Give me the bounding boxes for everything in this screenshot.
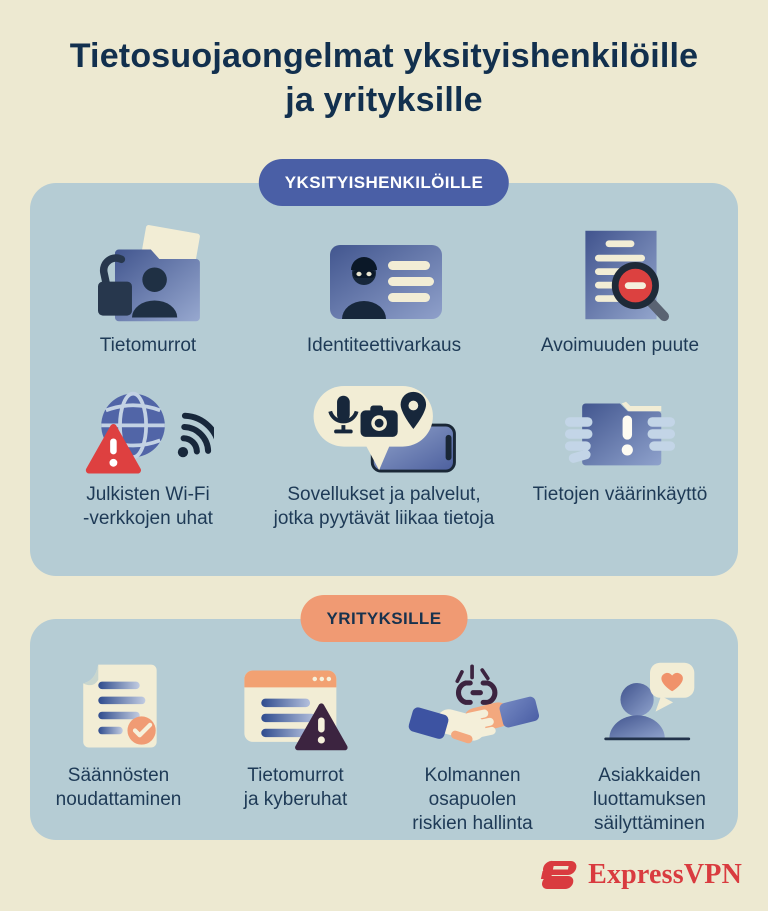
card-app-permissions: Sovellukset ja palvelut, jotka pyytävät … [266, 385, 502, 531]
card-label: Avoimuuden puute [540, 335, 700, 356]
identity-thief-card-icon [322, 223, 446, 325]
data-misuse-folder-icon [558, 388, 682, 474]
card-public-wifi: Julkisten Wi-Fi -verkkojen uhat [30, 388, 266, 531]
card-label: Identiteettivarkaus [306, 335, 462, 356]
card-lack-of-transparency: Avoimuuden puute [502, 223, 738, 358]
card-label: Sovellukset ja palvelut, jotka pyytävät … [273, 483, 495, 529]
document-magnifier-icon [568, 223, 672, 325]
card-third-party-risk: Kolmannen osapuolen riskien hallinta [384, 659, 561, 836]
app-permissions-icon [308, 385, 460, 474]
breached-folder-icon [89, 223, 207, 325]
section-businesses: YRITYKSILLE [30, 595, 738, 840]
expressvpn-wordmark: ExpressVPN [588, 859, 742, 890]
customer-trust-icon [594, 659, 706, 755]
card-label: Säännösten noudattaminen [55, 765, 182, 810]
card-cyber-threats: Tietomurrot ja kyberuhat [207, 659, 384, 836]
expressvpn-logomark-icon [537, 855, 579, 895]
card-customer-trust: Asiakkaiden luottamuksen säilyttäminen [561, 659, 738, 836]
expressvpn-logo: ExpressVPN [537, 855, 742, 895]
compliance-document-icon [63, 659, 175, 755]
businesses-badge: YRITYKSILLE [300, 595, 468, 642]
card-label: Tietomurrot [99, 335, 197, 356]
businesses-row: Säännösten noudattaminen [30, 619, 738, 836]
card-data-misuse: Tietojen väärinkäyttö [502, 388, 738, 531]
card-label: Tietojen väärinkäyttö [532, 483, 708, 505]
card-identity-theft: Identiteettivarkaus [266, 223, 502, 358]
individuals-badge: YKSITYISHENKILÖILLE [258, 159, 510, 206]
card-label: Julkisten Wi-Fi -verkkojen uhat [83, 483, 213, 529]
card-label: Asiakkaiden luottamuksen säilyttäminen [592, 765, 706, 834]
broken-handshake-icon [407, 659, 539, 755]
card-label: Kolmannen osapuolen riskien hallinta [412, 765, 533, 834]
card-compliance: Säännösten noudattaminen [30, 659, 207, 836]
individuals-row-1: Tietomurrot [30, 183, 738, 358]
card-data-breaches: Tietomurrot [30, 223, 266, 358]
page-title: Tietosuojaongelmat yksityishenkilöille j… [69, 37, 699, 120]
public-wifi-threat-icon [82, 388, 214, 474]
individuals-row-2: Julkisten Wi-Fi -verkkojen uhat [30, 385, 738, 531]
card-label: Tietomurrot ja kyberuhat [243, 765, 348, 810]
section-individuals: YKSITYISHENKILÖILLE [30, 159, 738, 576]
browser-threat-icon [235, 659, 357, 755]
